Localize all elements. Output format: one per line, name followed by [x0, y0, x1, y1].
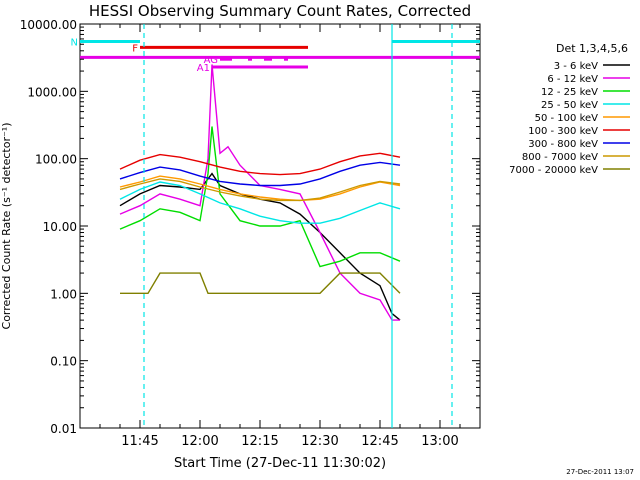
- chart-title: HESSI Observing Summary Count Rates, Cor…: [89, 2, 471, 20]
- y-axis: 10000.00 1000.00 100.00 10.00 1.00 0.10 0.01: [20, 18, 480, 436]
- x-axis: 11:45 12:00 12:15 12:30 12:45 13:00: [79, 24, 481, 449]
- x-tick-label: 12:45: [361, 434, 398, 449]
- legend-label-25-50-kev: 25 - 50 keV: [541, 100, 598, 111]
- flag-label-a1: A1: [197, 63, 210, 74]
- y-tick-label: 1000.00: [27, 85, 77, 99]
- flag-label-ag: AG: [204, 55, 218, 66]
- vlines-layer: [143, 24, 453, 428]
- flag-label-f: F: [132, 43, 138, 54]
- legend-label-12-25-kev: 12 - 25 keV: [541, 87, 598, 98]
- legend-label-800-7000-kev: 800 - 7000 keV: [522, 152, 598, 163]
- y-tick-label: 100.00: [35, 153, 77, 167]
- series-line-6-12-kev: [119, 64, 400, 321]
- x-tick-label: 12:15: [241, 434, 278, 449]
- y-tick-label: 1.00: [50, 287, 77, 301]
- x-tick-label: 12:30: [301, 434, 338, 449]
- x-tick-label: 12:00: [181, 434, 218, 449]
- series-line-7000-20000-kev: [120, 272, 401, 294]
- legend-label-7000-20000-kev: 7000 - 20000 keV: [509, 165, 598, 176]
- series-line-100-300-kev: [119, 152, 401, 176]
- y-tick-label: 0.10: [50, 355, 77, 369]
- y-tick-label: 10.00: [43, 220, 77, 234]
- x-tick-label: 13:00: [421, 434, 458, 449]
- series-line-12-25-kev: [119, 126, 401, 268]
- x-tick-label: 11:45: [121, 434, 158, 449]
- series-line-25-50-kev: [119, 181, 401, 224]
- legend-label-50-100-kev: 50 - 100 keV: [535, 113, 599, 124]
- legend-label-6-12-kev: 6 - 12 keV: [547, 74, 598, 85]
- series-line-300-800-kev: [119, 161, 401, 187]
- legend-label-100-300-kev: 100 - 300 keV: [528, 126, 598, 137]
- legend-label-3-6-kev: 3 - 6 keV: [554, 61, 598, 72]
- series-layer: [119, 64, 401, 321]
- legend-label-300-800-kev: 300 - 800 keV: [528, 139, 598, 150]
- timestamp: 27-Dec-2011 13:07: [566, 468, 634, 476]
- series-line-50-100-kev: [119, 175, 401, 202]
- series-line-800-7000-kev: [119, 178, 401, 202]
- legend-title: Det 1,3,4,5,6: [556, 42, 628, 55]
- series-line-3-6-kev: [119, 172, 401, 321]
- x-axis-label: Start Time (27-Dec-11 11:30:02): [174, 456, 386, 471]
- y-tick-label: 0.01: [50, 422, 77, 436]
- legend: Det 1,3,4,5,6 3 - 6 keV 6 - 12 keV 12 - 25…: [509, 42, 630, 176]
- y-tick-label: 10000.00: [20, 18, 77, 32]
- y-axis-label: Corrected Count Rate (s⁻¹ detector⁻¹): [0, 123, 13, 330]
- flag-label-n: N: [71, 37, 78, 48]
